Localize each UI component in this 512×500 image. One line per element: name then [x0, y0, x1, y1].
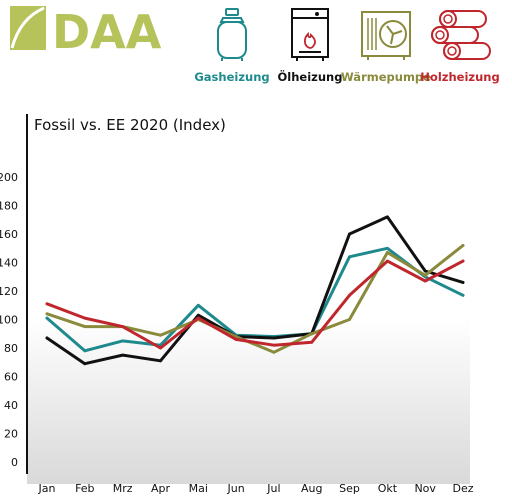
x-tick-label-apr: Apr: [151, 482, 171, 495]
data-point-ölheizung-dez: [461, 281, 465, 284]
y-tick-label-180: 180: [0, 200, 18, 213]
legend-item-holzheizung: Holzheizung: [415, 8, 505, 84]
x-tick-label-okt: Okt: [378, 482, 398, 495]
legend-label-holzheizung: Holzheizung: [420, 70, 500, 84]
y-tick-label-160: 160: [0, 228, 18, 241]
data-point-holzheizung-feb: [83, 316, 87, 320]
data-point-gasheizung-feb: [83, 349, 87, 353]
data-point-ölheizung-sep: [348, 232, 351, 236]
data-point-holzheizung-apr: [159, 346, 162, 350]
x-tick-labels: Jan Feb Mrz Apr Mai Jun Jul Aug Sep Okt Nov Dez: [38, 482, 474, 495]
heat-pump-icon: [361, 11, 411, 60]
data-point-holzheizung-jul: [272, 343, 276, 347]
data-point-ölheizung-mrz: [121, 353, 125, 357]
data-point-wärmepumpe-feb: [83, 325, 87, 329]
y-tick-label-0: 0: [11, 456, 18, 469]
data-point-wärmepumpe-sep: [348, 318, 351, 321]
data-point-ölheizung-feb: [83, 362, 87, 366]
x-tick-label-jul: Jul: [266, 482, 280, 495]
data-point-wärmepumpe-dez: [461, 244, 465, 247]
plot-background: [27, 116, 470, 484]
data-point-ölheizung-mai: [196, 313, 200, 317]
y-tick-label-140: 140: [0, 257, 18, 270]
data-point-wärmepumpe-nov: [423, 273, 427, 277]
x-tick-label-mai: Mai: [189, 482, 208, 495]
x-tick-label-aug: Aug: [301, 482, 322, 495]
y-tick-label-60: 60: [4, 371, 18, 384]
y-tick-label-40: 40: [4, 399, 18, 412]
data-point-holzheizung-jun: [234, 338, 238, 341]
x-tick-label-nov: Nov: [414, 482, 436, 495]
data-point-ölheizung-jul: [272, 336, 276, 340]
firewood-icon: [431, 10, 491, 60]
data-point-gasheizung-okt: [385, 246, 389, 250]
legend-label-oelheizung: Ölheizung: [277, 70, 343, 84]
data-point-gasheizung-mrz: [121, 339, 125, 343]
data-point-holzheizung-sep: [348, 293, 351, 297]
daa-leaf-mark: [10, 6, 46, 50]
data-point-holzheizung-okt: [385, 259, 389, 263]
series-line-holzheizung: [45, 259, 465, 350]
data-point-wärmepumpe-okt: [385, 251, 389, 254]
line-chart: Fossil vs. EE 2020 (Index) 0 20 40 60 80 100 1…: [0, 114, 474, 495]
data-point-holzheizung-jan: [45, 302, 49, 306]
data-point-ölheizung-apr: [159, 359, 162, 363]
data-point-gasheizung-mai: [196, 303, 200, 307]
data-point-wärmepumpe-aug: [310, 332, 314, 336]
chart-title: Fossil vs. EE 2020 (Index): [34, 116, 226, 134]
y-tick-labels: 0 20 40 60 80 100 120 140 160 180 200: [0, 171, 18, 469]
daa-logo-text: DAA: [52, 5, 162, 54]
data-point-gasheizung-jan: [45, 316, 49, 320]
legend-item-oelheizung: Ölheizung: [265, 8, 355, 84]
data-point-holzheizung-mai: [196, 316, 200, 320]
daa-logo: DAA: [10, 5, 162, 54]
legend-item-gasheizung: Gasheizung: [187, 8, 277, 84]
data-point-holzheizung-mrz: [121, 325, 125, 329]
series-lines: [45, 215, 465, 366]
data-point-holzheizung-dez: [461, 259, 465, 263]
y-tick-label-100: 100: [0, 314, 18, 327]
data-point-wärmepumpe-jan: [45, 312, 49, 316]
x-tick-label-jun: Jun: [226, 482, 244, 495]
y-tick-label-200: 200: [0, 171, 18, 184]
series-line-ölheizung: [45, 215, 465, 366]
gas-bottle-icon: [217, 8, 247, 61]
oil-boiler-icon: [291, 8, 329, 61]
data-point-gasheizung-sep: [348, 255, 351, 259]
y-tick-label-80: 80: [4, 342, 18, 355]
x-tick-label-jan: Jan: [38, 482, 56, 495]
legend-item-waermepumpe: Wärmepumpe: [341, 8, 431, 84]
y-tick-label-120: 120: [0, 285, 18, 298]
y-tick-label-20: 20: [4, 428, 18, 441]
data-point-gasheizung-dez: [461, 293, 465, 297]
data-point-holzheizung-nov: [423, 279, 427, 283]
x-tick-label-feb: Feb: [75, 482, 94, 495]
legend-label-gasheizung: Gasheizung: [194, 70, 270, 84]
data-point-holzheizung-aug: [310, 340, 314, 344]
data-point-ölheizung-jan: [45, 336, 49, 340]
legend-label-waermepumpe: Wärmepumpe: [341, 70, 431, 84]
x-tick-label-mrz: Mrz: [113, 482, 133, 495]
data-point-ölheizung-okt: [385, 215, 389, 219]
x-tick-label-sep: Sep: [339, 482, 360, 495]
data-point-wärmepumpe-jul: [272, 350, 276, 354]
data-point-ölheizung-nov: [423, 269, 427, 273]
data-point-wärmepumpe-apr: [159, 333, 162, 337]
x-tick-label-dez: Dez: [452, 482, 473, 495]
